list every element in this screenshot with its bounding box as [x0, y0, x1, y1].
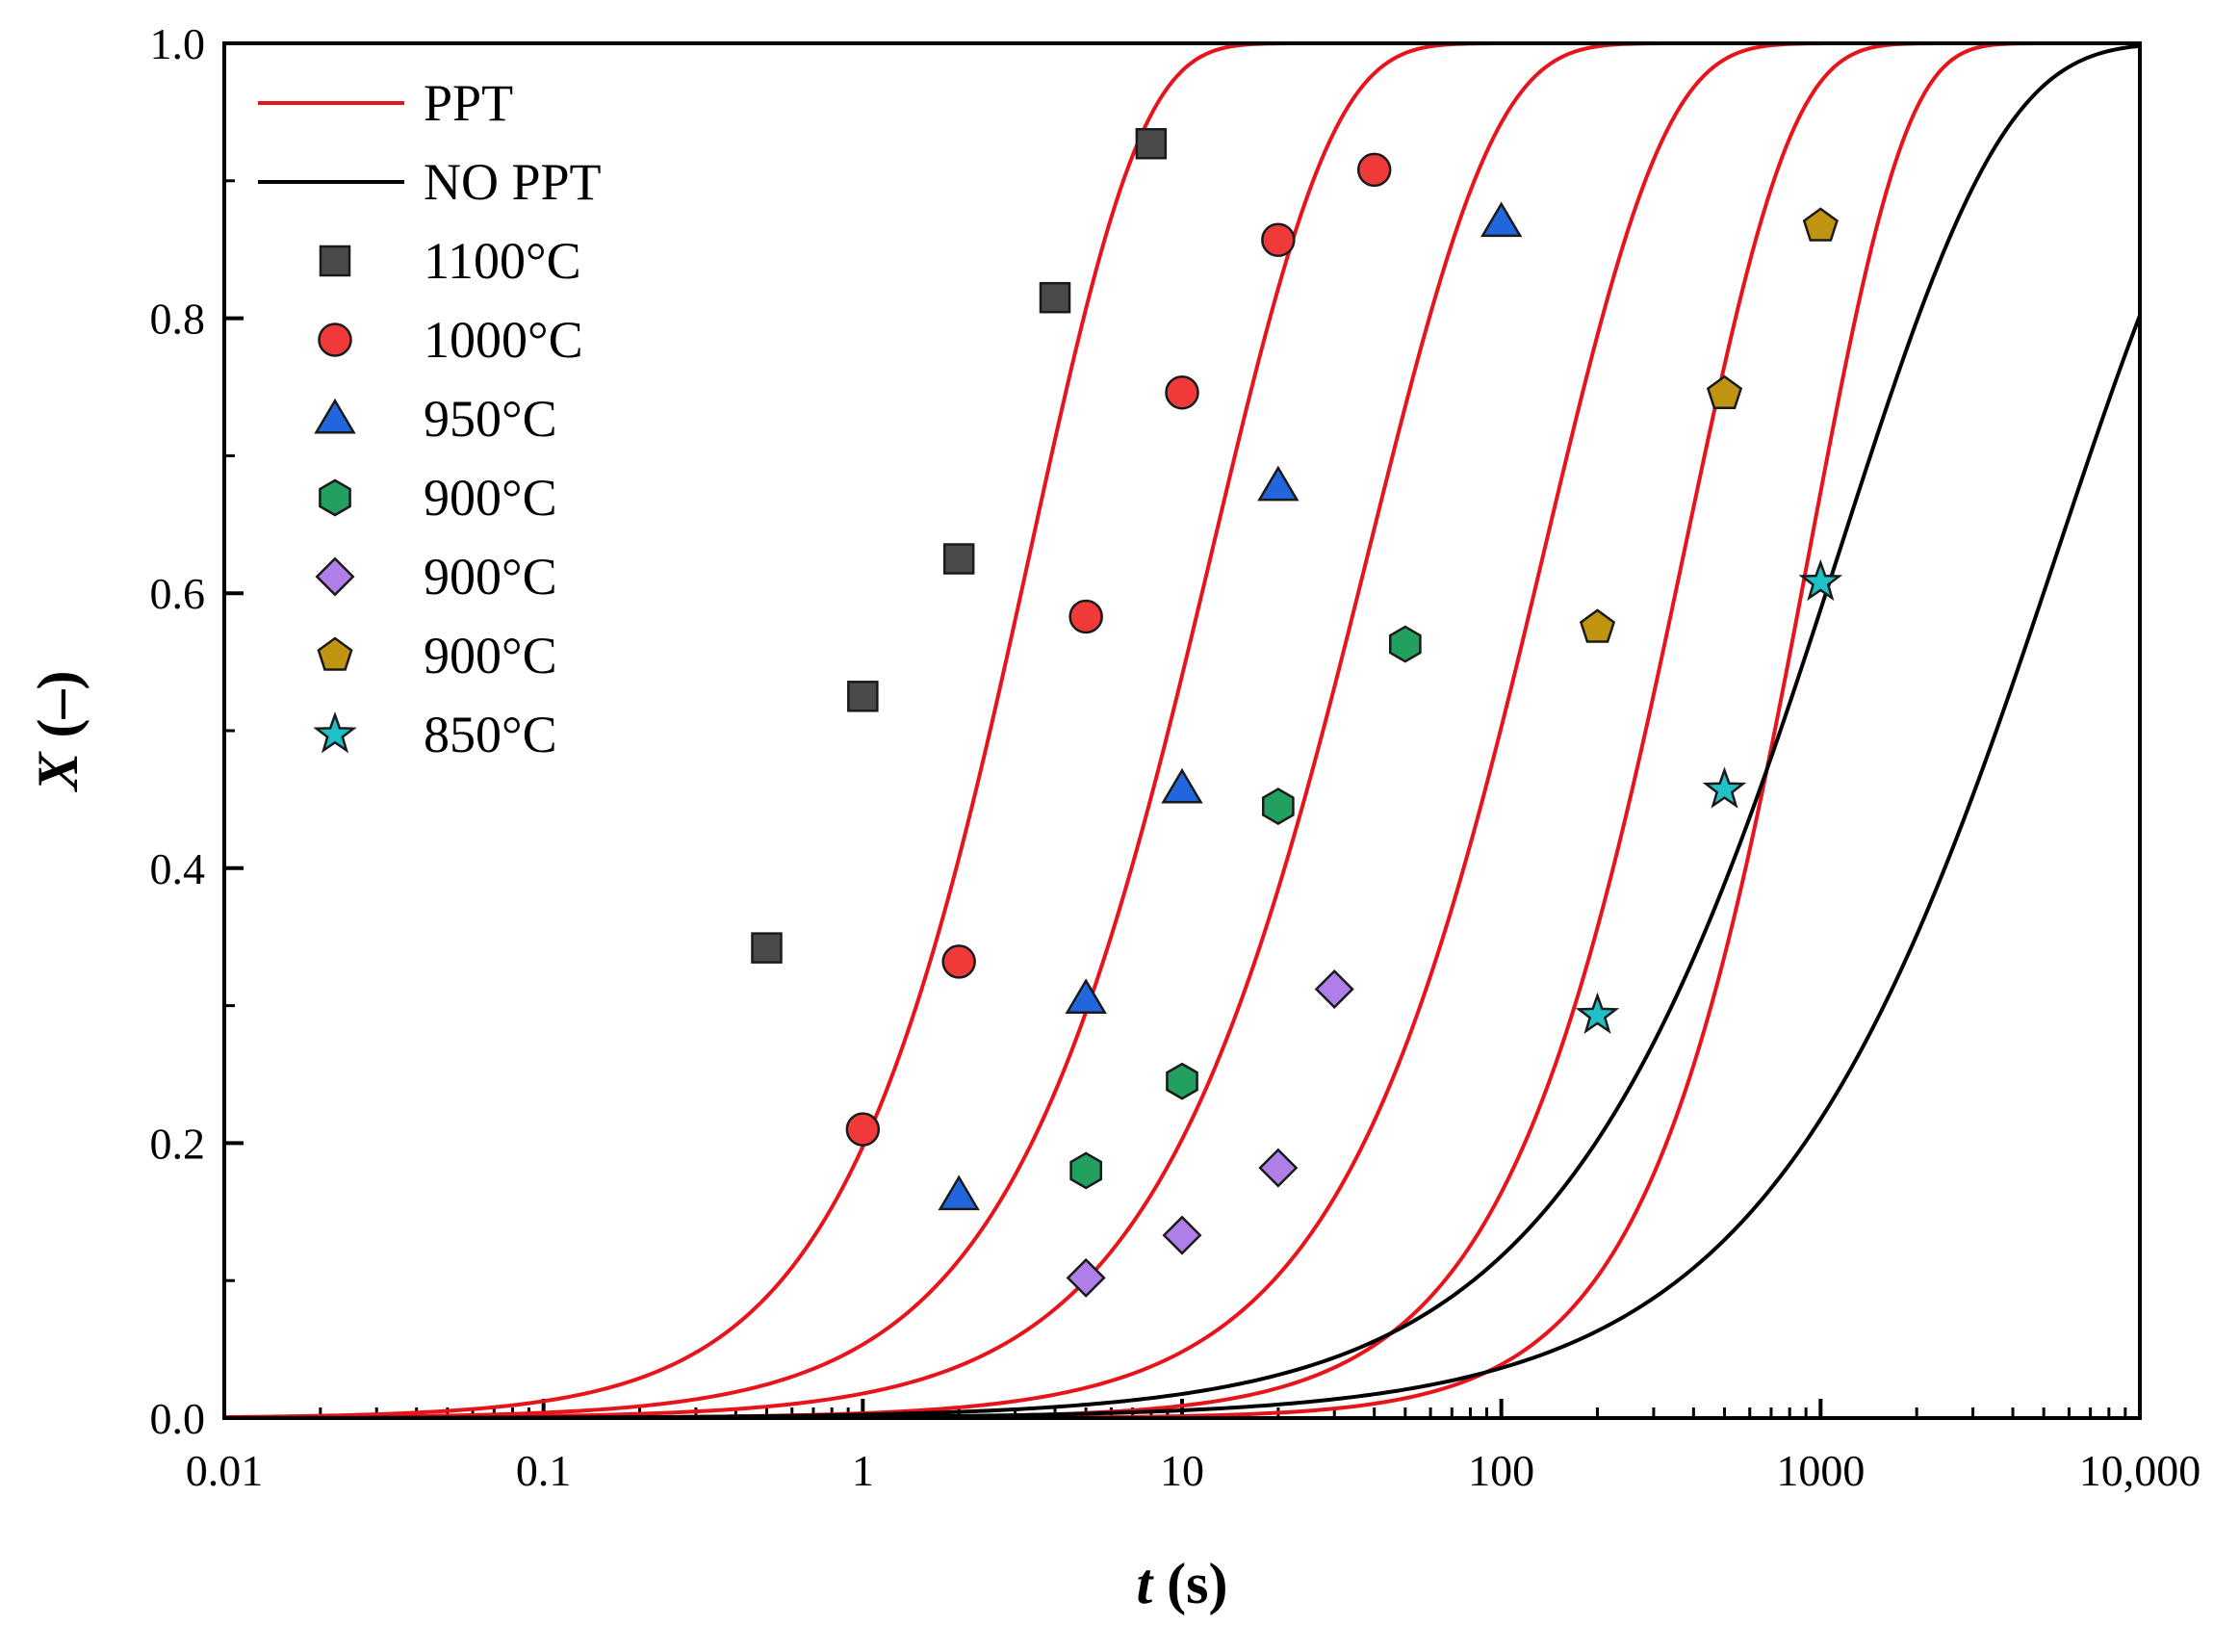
- legend-marker: [318, 323, 352, 357]
- x-tick-labels: 0.01 0.1 1 10 100 1000 10,000: [186, 1446, 2201, 1495]
- legend-label: 900°C: [424, 469, 557, 527]
- data-point: [1066, 1257, 1106, 1298]
- x-axis-var: t: [1137, 1552, 1155, 1615]
- legend: PPT NO PPT 1100°C 1000°C 950°C 900°C 900°C 900°…: [258, 74, 602, 763]
- data-point: [1257, 465, 1300, 502]
- x-axis-title: t (s): [1137, 1552, 1228, 1615]
- legend-marker: [315, 556, 355, 597]
- data-point: [1262, 787, 1295, 825]
- y-tick-label: 0.6: [150, 569, 206, 618]
- data-point: [1706, 374, 1743, 409]
- data-point: [1069, 1151, 1102, 1190]
- data-point: [941, 944, 976, 979]
- data-point: [847, 681, 879, 712]
- x-tick-label: 0.01: [186, 1446, 264, 1495]
- data-point: [1575, 992, 1620, 1034]
- fit-curve: [224, 43, 2140, 1418]
- data-point: [1161, 767, 1203, 804]
- data-point: [1356, 152, 1392, 188]
- y-tick-label: 0.8: [150, 295, 206, 344]
- legend-label: 900°C: [424, 548, 557, 606]
- legend-label: 1000°C: [424, 311, 583, 369]
- data-markers: [751, 127, 1843, 1298]
- legend-label: 900°C: [424, 627, 557, 684]
- legend-marker: [313, 711, 357, 754]
- data-point: [1162, 1215, 1202, 1255]
- data-point: [1068, 599, 1103, 634]
- data-point: [1480, 201, 1523, 238]
- data-point: [942, 543, 975, 575]
- legend-label: 950°C: [424, 390, 557, 448]
- plot-frame: [222, 41, 2142, 1420]
- data-point: [938, 1174, 980, 1211]
- legend-label: PPT: [424, 74, 513, 132]
- data-point: [845, 1112, 881, 1147]
- legend-label: NO PPT: [424, 153, 602, 211]
- data-point: [1702, 766, 1747, 809]
- data-point: [1135, 127, 1168, 160]
- legend-label: 1100°C: [424, 232, 581, 290]
- legend-marker: [317, 636, 353, 671]
- y-tick-label: 0.2: [150, 1119, 206, 1168]
- y-tick-label: 0.0: [150, 1394, 206, 1443]
- data-point: [1065, 978, 1107, 1014]
- x-tick-label: 1: [852, 1446, 874, 1495]
- data-point: [1802, 207, 1839, 242]
- data-point: [1166, 1062, 1198, 1100]
- y-axis-unit: (–): [26, 671, 90, 753]
- x-tick-label: 1000: [1776, 1446, 1865, 1495]
- y-tick-label: 1.0: [150, 19, 206, 68]
- x-tick-label: 0.1: [516, 1446, 572, 1495]
- fit-curve: [224, 43, 2140, 1418]
- legend-marker: [319, 478, 351, 517]
- y-axis-var: X: [26, 751, 90, 793]
- data-point: [1258, 1148, 1299, 1188]
- data-point: [1798, 558, 1843, 602]
- legend-label: 850°C: [424, 706, 557, 763]
- y-tick-labels: 0.0 0.2 0.4 0.6 0.8 1.0: [150, 19, 206, 1443]
- legend-marker: [314, 398, 356, 434]
- x-tick-label: 10: [1160, 1446, 1204, 1495]
- data-point: [1579, 608, 1616, 643]
- data-point: [1165, 374, 1199, 410]
- y-axis-title: X (–): [26, 671, 90, 793]
- data-point: [751, 932, 783, 964]
- y-tick-label: 0.4: [150, 844, 206, 893]
- x-tick-label: 10,000: [2079, 1446, 2201, 1495]
- data-point: [1039, 281, 1071, 314]
- fit-curve: [224, 43, 2140, 1418]
- x-tick-label: 100: [1468, 1446, 1534, 1495]
- legend-marker: [319, 245, 351, 277]
- data-point: [1314, 968, 1354, 1009]
- x-axis-unit: (s): [1152, 1552, 1227, 1615]
- data-point: [1261, 222, 1296, 257]
- data-point: [1388, 625, 1422, 663]
